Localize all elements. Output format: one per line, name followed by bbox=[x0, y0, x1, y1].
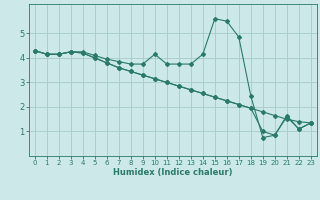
X-axis label: Humidex (Indice chaleur): Humidex (Indice chaleur) bbox=[113, 168, 233, 177]
